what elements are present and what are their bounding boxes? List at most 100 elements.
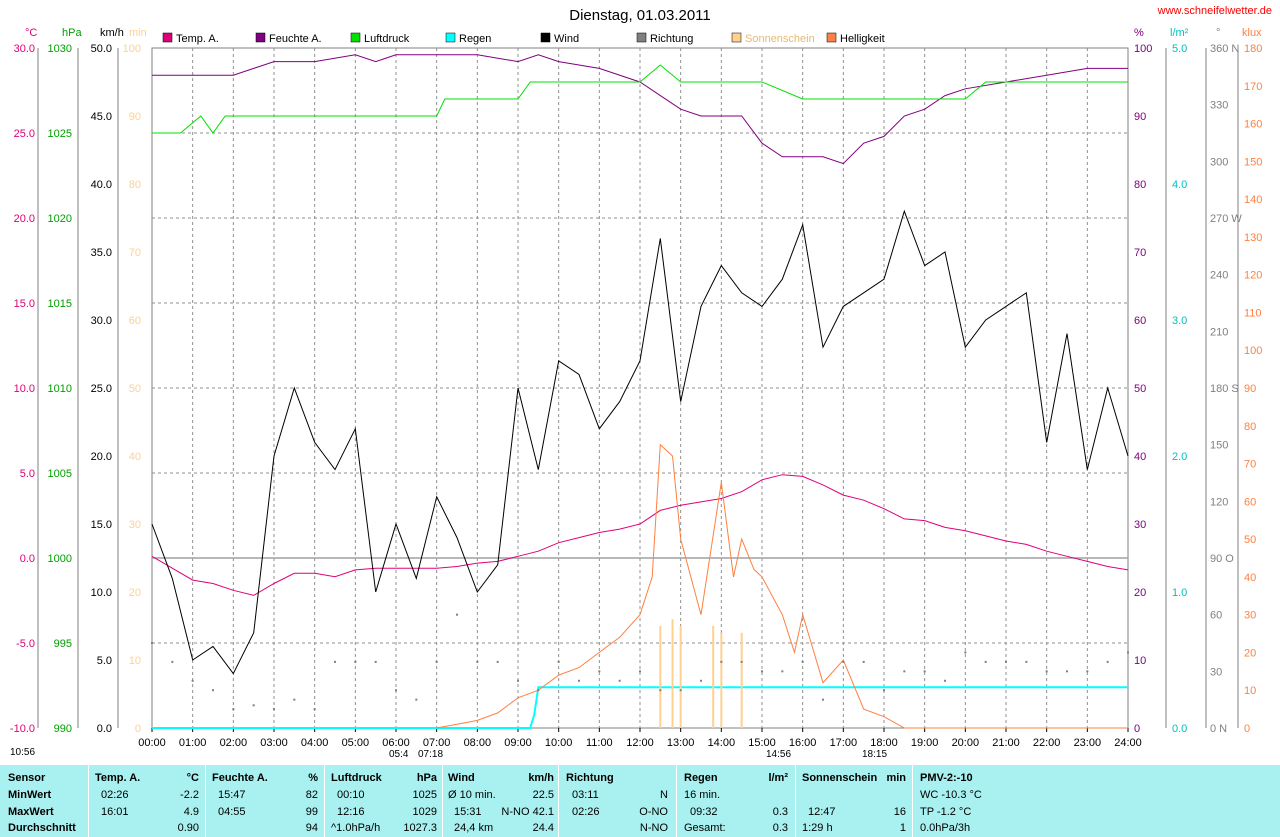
temp-header: Temp. A. (95, 772, 141, 784)
axis-tick-label: 90 O (1210, 553, 1234, 565)
legend-swatch (636, 32, 647, 43)
axis-tick-label: 0.0 (20, 553, 35, 565)
axis-tick-label: 60 (129, 315, 141, 327)
x-tick-label: 12:00 (626, 737, 654, 749)
axis-tick-label: 40 (1244, 572, 1256, 584)
direction-point (293, 698, 296, 701)
axis-tick-label: 180 S (1210, 383, 1239, 395)
direction-point (984, 660, 987, 663)
legend-label: Helligkeit (840, 33, 885, 45)
axis-tick-label: 240 (1210, 270, 1228, 282)
feuchte-unit: % (308, 772, 318, 784)
temp-max-time: 16:01 (101, 806, 129, 818)
direction-point (781, 670, 784, 673)
legend-swatch (445, 32, 456, 43)
direction-point (740, 660, 743, 663)
feuchte-min-val: 82 (305, 789, 318, 801)
regen-max-time: 09:32 (690, 806, 718, 818)
legend-label: Luftdruck (364, 33, 410, 45)
richtung-max-time: 02:26 (572, 806, 600, 818)
richtung-max-val: O-NO (639, 806, 668, 818)
x-tick-label: 19:00 (911, 737, 939, 749)
axis-tick-label: -10.0 (10, 723, 35, 735)
luftdruck-max-time: 12:16 (337, 806, 365, 818)
axis-tick-label: 5.0 (1172, 43, 1187, 55)
temp-min-time: 02:26 (101, 789, 129, 801)
sonne-avg-val: 1 (899, 822, 906, 834)
legend-label: Temp. A. (176, 33, 219, 45)
pmv-wc: WC -10.3 °C (920, 789, 982, 801)
direction-point (1127, 651, 1129, 654)
direction-point (1066, 670, 1068, 673)
regen-header: Regen (684, 772, 718, 784)
right-axes: %1009080706050403020100l/m²5.04.03.02.01… (1134, 27, 1262, 735)
axis-tick-label: 995 (54, 638, 72, 650)
axis-tick-label: 60 (1210, 610, 1222, 622)
axis-tick-label: 10.0 (14, 383, 35, 395)
richtung-avg-val: N-NO (639, 822, 668, 834)
direction-point (456, 613, 458, 616)
axis-tick-label: 1025 (48, 128, 72, 140)
sun-mark-noon: 14:56 (766, 749, 792, 760)
direction-point (435, 660, 438, 663)
direction-point (679, 689, 682, 692)
axis-tick-label: 160 (1244, 119, 1262, 131)
axis-tick-label: 5.0 (97, 655, 112, 667)
axis-tick-label: 70 (1244, 459, 1256, 471)
x-tick-label: 07:00 (423, 737, 451, 749)
legend-swatch (162, 32, 173, 43)
site-url[interactable]: www.schneifelwetter.de (1157, 5, 1272, 17)
axis-tick-label: 990 (54, 723, 72, 735)
axis-tick-label: 4.0 (1172, 179, 1187, 191)
x-tick-label: 01:00 (179, 737, 207, 749)
axis-tick-label: 1015 (48, 298, 72, 310)
axis-unit: % (1134, 27, 1144, 39)
axis-tick-label: 270 W (1210, 213, 1242, 225)
regen-max-val: 0.3 (772, 806, 788, 818)
axis-tick-label: 300 (1210, 156, 1228, 168)
direction-point (659, 689, 662, 692)
richtung-header: Richtung (566, 772, 614, 784)
axis-tick-label: 120 (1244, 270, 1262, 282)
legend-swatch (540, 32, 551, 43)
axis-tick-label: 30.0 (91, 315, 112, 327)
axis-tick-label: 0.0 (1172, 723, 1187, 735)
axis-tick-label: 10 (1244, 685, 1256, 697)
legend-swatch (350, 32, 361, 43)
axis-unit: klux (1242, 27, 1262, 39)
axis-tick-label: 60 (1244, 496, 1256, 508)
x-tick-label: 09:00 (504, 737, 532, 749)
legend-label: Regen (459, 33, 491, 45)
axis-tick-label: 150 (1210, 440, 1228, 452)
direction-point (862, 660, 865, 663)
axis-tick-label: 30 (1210, 666, 1222, 678)
axis-tick-label: 25.0 (91, 383, 112, 395)
direction-point (313, 708, 316, 711)
x-tick-label: 14:00 (708, 737, 736, 749)
legend-label: Sonnenschein (745, 33, 815, 45)
direction-point (822, 698, 824, 701)
axis-tick-label: 10 (129, 655, 141, 667)
x-tick-label: 11:00 (586, 737, 613, 749)
axis-tick-label: 20 (129, 587, 141, 599)
direction-point (1045, 670, 1048, 673)
direction-point (618, 679, 621, 682)
x-tick-label: 17:00 (830, 737, 858, 749)
axis-tick-label: 15.0 (14, 298, 35, 310)
legend-label: Richtung (650, 33, 693, 45)
sun-mark-rise: 05:4 (389, 749, 409, 760)
temp-unit: °C (186, 772, 199, 784)
axis-tick-label: 50.0 (91, 43, 112, 55)
axis-tick-label: 360 N (1210, 43, 1239, 55)
weather-chart: Dienstag, 01.03.2011 Temp. A. Feuchte A. L… (10, 7, 1262, 749)
wind-avg-val: 24.4 (532, 822, 554, 834)
axis-tick-label: 80 (1244, 421, 1256, 433)
col-sensor: Sensor MinWert MaxWert Durchschnitt (8, 765, 88, 837)
legend-swatch (826, 32, 837, 43)
direction-point (1106, 660, 1109, 663)
legend-label: Feuchte A. (269, 33, 322, 45)
x-tick-label: 21:00 (992, 737, 1020, 749)
x-tick-label: 02:00 (220, 737, 248, 749)
axis-tick-label: 2.0 (1172, 451, 1187, 463)
axis-tick-label: 0.0 (97, 723, 112, 735)
